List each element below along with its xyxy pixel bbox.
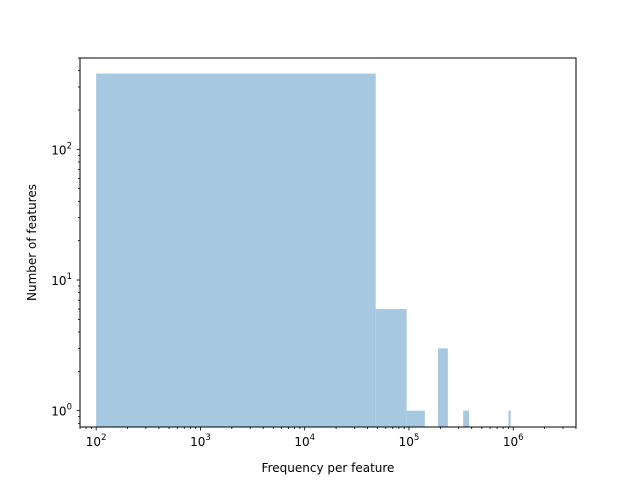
x-tick-label-2: 104 <box>294 433 315 449</box>
x-tick-label-3: 105 <box>399 433 420 449</box>
y-tick-label-0: 100 <box>51 403 72 419</box>
x-tick-label-0: 102 <box>86 433 107 449</box>
y-tick-label-1: 101 <box>51 272 72 288</box>
plot-frame <box>79 57 577 428</box>
y-axis-label: Number of features <box>25 184 39 301</box>
y-axis-ticks: 100 101 102 <box>51 57 80 424</box>
x-tick-label-4: 106 <box>503 433 524 449</box>
x-axis-label: Frequency per feature <box>262 461 395 475</box>
histogram-bar-0 <box>96 73 376 427</box>
x-axis-ticks: 102 103 104 105 106 <box>79 427 577 449</box>
histogram-bar-5 <box>508 410 511 427</box>
y-tick-label-2: 102 <box>51 141 72 157</box>
histogram-bar-4 <box>463 410 470 427</box>
bars-group <box>96 73 511 427</box>
histogram-bar-1 <box>375 308 407 427</box>
x-tick-label-1: 103 <box>190 433 211 449</box>
histogram-bar-2 <box>406 410 425 427</box>
histogram-bar-3 <box>438 348 448 427</box>
